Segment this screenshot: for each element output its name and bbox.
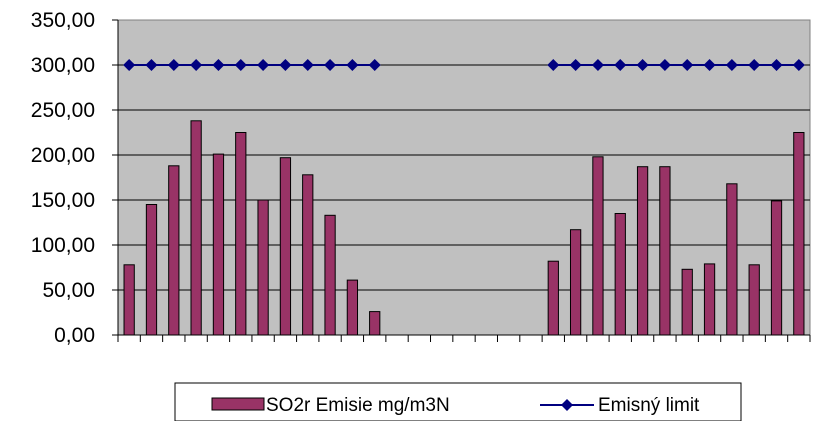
y-tick-label-0: 0,00	[54, 324, 95, 347]
limit-marker-9	[324, 59, 337, 71]
bar-7	[279, 157, 292, 336]
bar-1	[145, 204, 158, 336]
bar-28	[748, 264, 760, 336]
bar-26	[703, 263, 716, 336]
limit-marker-1	[145, 59, 158, 71]
bar-11	[369, 311, 381, 336]
plot-area	[117, 19, 811, 336]
line-series	[123, 59, 805, 71]
bar-20	[569, 229, 582, 336]
y-tick-label-7: 350,00	[31, 9, 95, 32]
axes	[112, 19, 811, 342]
limit-marker-2	[167, 59, 180, 71]
bar-24	[659, 166, 671, 336]
limit-marker-29	[770, 59, 783, 71]
limit-marker-22	[614, 59, 627, 71]
bar-29	[770, 200, 783, 336]
bar-30	[793, 132, 805, 336]
limit-marker-24	[658, 59, 671, 71]
limit-marker-10	[346, 59, 359, 71]
y-tick-label-3: 150,00	[31, 189, 95, 212]
limit-marker-6	[257, 59, 270, 71]
limit-marker-3	[190, 59, 203, 71]
bar-9	[324, 214, 336, 336]
bar-19	[547, 260, 559, 336]
limit-marker-0	[123, 59, 136, 71]
bar-25	[681, 268, 693, 336]
bar-21	[592, 156, 604, 336]
bar-series	[123, 120, 805, 336]
y-tick-label-4: 200,00	[31, 144, 95, 167]
bar-2	[168, 165, 180, 336]
limit-marker-5	[234, 59, 247, 71]
limit-marker-27	[725, 59, 738, 71]
bar-8	[302, 174, 314, 336]
bar-0	[123, 264, 135, 336]
bar-6	[257, 199, 269, 336]
limit-marker-30	[792, 59, 805, 71]
bar-3	[190, 120, 202, 336]
y-tick-label-2: 100,00	[31, 234, 95, 257]
y-tick-label-6: 300,00	[31, 54, 95, 77]
legend-box	[174, 382, 742, 421]
bar-22	[614, 213, 626, 336]
limit-marker-8	[301, 59, 314, 71]
legend-bar-label: SO2r Emisie mg/m3N	[266, 395, 450, 416]
legend-line-marker	[561, 399, 573, 411]
limit-marker-20	[569, 59, 582, 71]
limit-marker-4	[212, 59, 225, 71]
legend-bar-swatch	[211, 397, 265, 411]
bar-5	[235, 132, 247, 336]
y-tick-label-1: 50,00	[42, 279, 95, 302]
limit-marker-21	[591, 59, 604, 71]
limit-marker-7	[279, 59, 292, 71]
limit-marker-11	[368, 59, 381, 71]
limit-marker-25	[681, 59, 694, 71]
y-tick-labels: 0,00 50,00 100,00 150,00 200,00 250,00 300,00 3…	[31, 9, 95, 347]
bar-4	[212, 153, 225, 336]
legend-line-label: Emisný limit	[598, 395, 700, 416]
limit-marker-28	[748, 59, 761, 71]
limit-marker-26	[703, 59, 716, 71]
limit-marker-19	[547, 59, 560, 71]
bar-23	[636, 166, 649, 336]
legend: SO2r Emisie mg/m3N Emisný limit	[174, 382, 742, 421]
bar-10	[346, 279, 359, 336]
limit-marker-23	[636, 59, 649, 71]
y-tick-label-5: 250,00	[31, 99, 95, 122]
bar-27	[726, 183, 738, 336]
